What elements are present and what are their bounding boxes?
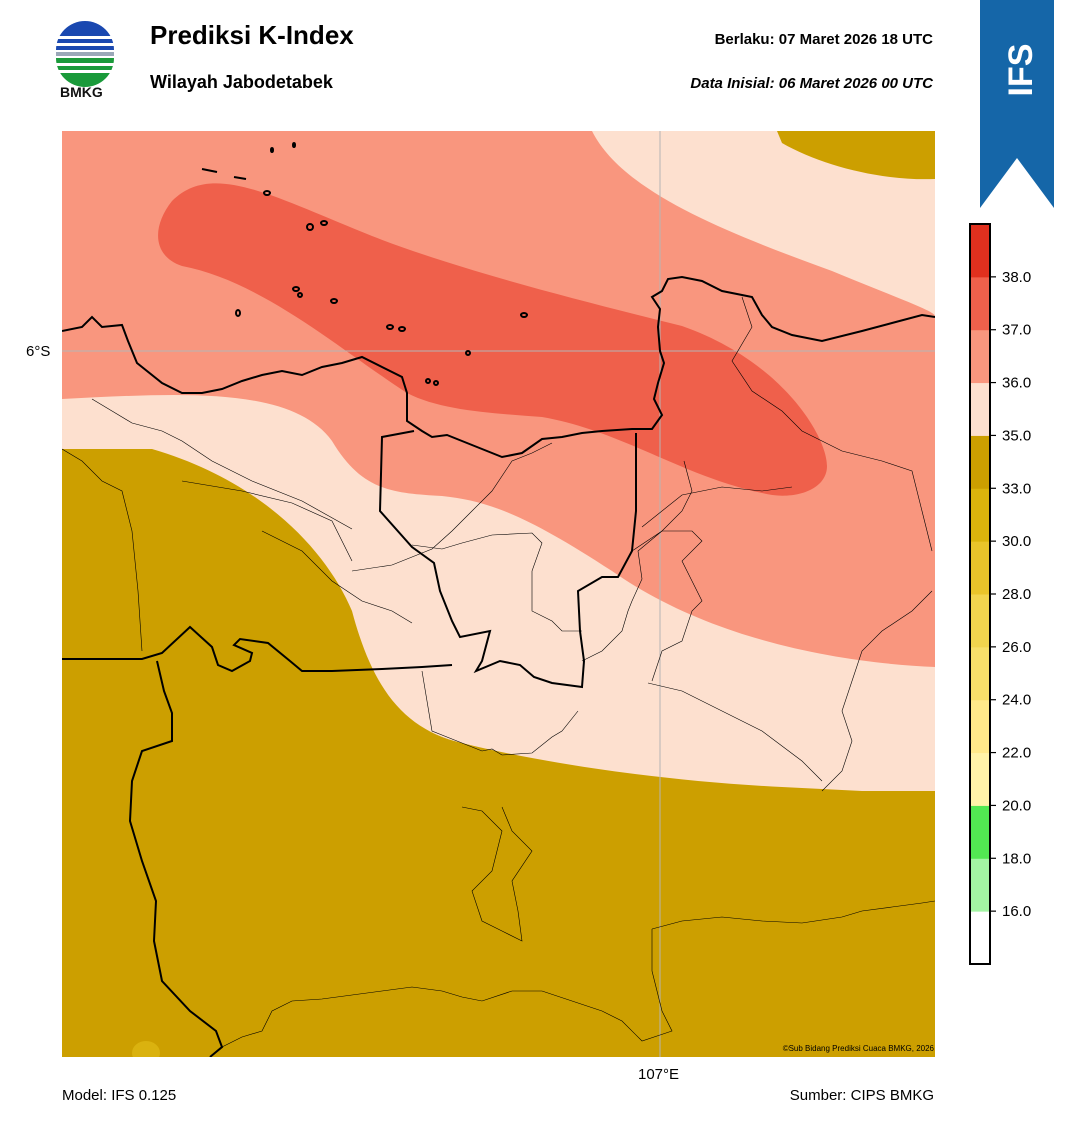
- colorbar-tick: 28.0: [990, 586, 1031, 603]
- banten-boundary: [62, 625, 453, 673]
- colorbar-tick-label: 38.0: [1002, 269, 1031, 286]
- model-label: Model: IFS 0.125: [62, 1087, 177, 1104]
- bmkg-logo: BMKG: [52, 20, 118, 102]
- colorbar-segment: [970, 488, 990, 542]
- colorbar-segment: [970, 805, 990, 859]
- colorbar-tick: 18.0: [990, 850, 1031, 867]
- colorbar-tick-label: 36.0: [1002, 375, 1031, 392]
- colorbar-segment: [970, 224, 990, 278]
- colorbar-tick-label: 37.0: [1002, 322, 1031, 339]
- colorbar-tick: 24.0: [990, 692, 1031, 709]
- lat-label-6s: 6°S: [26, 343, 51, 360]
- colorbar-tick: 20.0: [990, 797, 1031, 814]
- colorbar-tick-label: 35.0: [1002, 427, 1031, 444]
- jakarta-banten-boundary: [378, 430, 637, 689]
- colorbar-tick-label: 20.0: [1002, 797, 1031, 814]
- colorbar-segment: [970, 699, 990, 754]
- init-time: Data Inisial: 06 Maret 2026 00 UTC: [690, 75, 933, 92]
- colorbar-tick: 33.0: [990, 480, 1031, 497]
- colorbar-segment: [970, 911, 990, 965]
- colorbar: 16.0 18.0 20.0 22.0 24.0 26.0 28.0 30.0 33.0 35.0…: [960, 222, 1060, 970]
- colorbar-segment: [970, 646, 990, 701]
- district-boundaries: [61, 296, 936, 1048]
- region-subtitle: Wilayah Jabodetabek: [150, 72, 333, 92]
- colorbar-tick: 37.0: [990, 322, 1031, 339]
- zone-below-35-ne: [777, 131, 935, 180]
- colorbar-segment: [970, 541, 990, 595]
- colorbar-tick-label: 16.0: [1002, 903, 1031, 920]
- colorbar-segment: [970, 858, 990, 912]
- lon-label-107e: 107°E: [638, 1066, 680, 1083]
- colorbar-tick: 35.0: [990, 427, 1031, 444]
- colorbar-tick: 30.0: [990, 533, 1031, 550]
- colorbar-tick: 36.0: [990, 375, 1031, 392]
- colorbar-tick: 38.0: [990, 269, 1031, 286]
- colorbar-tick: 22.0: [990, 745, 1031, 762]
- colorbar-tick-label: 28.0: [1002, 586, 1031, 603]
- colorbar-segment: [970, 594, 990, 648]
- colorbar-segment: [970, 382, 990, 436]
- logo-text: BMKG: [60, 84, 103, 100]
- valid-time: Berlaku: 07 Maret 2026 18 UTC: [714, 31, 933, 48]
- thousand-islands: [201, 142, 528, 386]
- colorbar-tick-label: 24.0: [1002, 692, 1031, 709]
- ribbon-shape: [980, 0, 1054, 208]
- page-title: Prediksi K-Index: [150, 20, 354, 50]
- colorbar-segment: [970, 329, 990, 384]
- k-index-map: [61, 131, 936, 1065]
- model-ribbon: IFS: [980, 0, 1054, 210]
- colorbar-segment: [970, 752, 990, 806]
- colorbar-tick-label: 18.0: [1002, 850, 1031, 867]
- colorbar-tick: 26.0: [990, 639, 1031, 656]
- colorbar-tick-label: 22.0: [1002, 745, 1031, 762]
- colorbar-segment: [970, 276, 990, 331]
- colorbar-tick: 16.0: [990, 903, 1031, 920]
- copyright-note: ©Sub Bidang Prediksi Cuaca BMKG, 2026: [782, 1044, 934, 1053]
- colorbar-tick-label: 33.0: [1002, 480, 1031, 497]
- coastline: [61, 275, 936, 459]
- colorbar-tick-label: 30.0: [1002, 533, 1031, 550]
- colorbar-segment: [970, 435, 990, 489]
- source-label: Sumber: CIPS BMKG: [789, 1087, 934, 1104]
- colorbar-tick-label: 26.0: [1002, 639, 1031, 656]
- ribbon-label: IFS: [1002, 44, 1040, 97]
- west-boundary: [128, 660, 224, 1058]
